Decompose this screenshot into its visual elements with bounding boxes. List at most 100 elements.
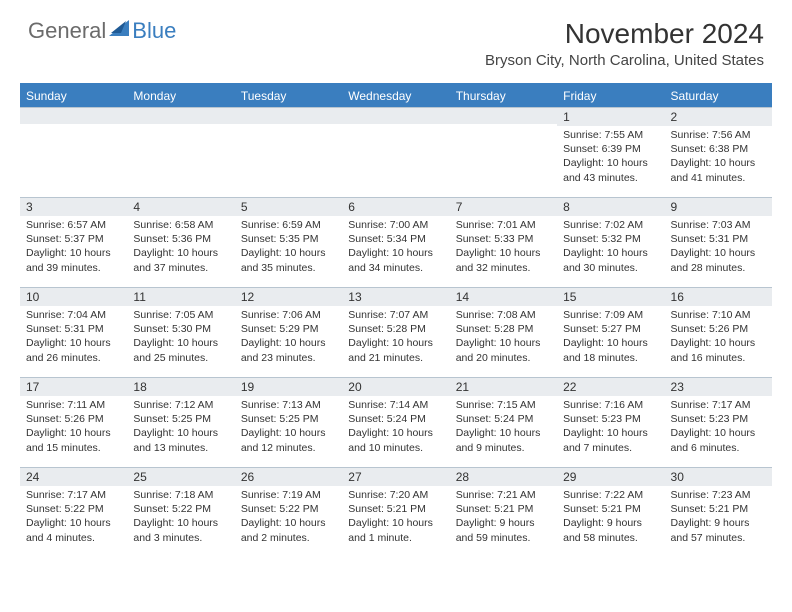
- detail-line: Sunrise: 7:16 AM: [563, 398, 658, 412]
- cell-details: [450, 124, 557, 130]
- detail-line: and 37 minutes.: [133, 261, 228, 275]
- detail-line: Sunrise: 7:02 AM: [563, 218, 658, 232]
- detail-line: Sunrise: 6:58 AM: [133, 218, 228, 232]
- detail-line: Daylight: 10 hours: [348, 336, 443, 350]
- detail-line: Sunset: 5:27 PM: [563, 322, 658, 336]
- calendar-cell: 28Sunrise: 7:21 AMSunset: 5:21 PMDayligh…: [450, 467, 557, 557]
- logo-text-general: General: [28, 18, 106, 44]
- detail-line: Sunrise: 7:19 AM: [241, 488, 336, 502]
- cell-details: Sunrise: 7:56 AMSunset: 6:38 PMDaylight:…: [665, 126, 772, 189]
- day-number: 28: [450, 467, 557, 486]
- detail-line: Daylight: 10 hours: [671, 246, 766, 260]
- detail-line: Sunset: 5:24 PM: [348, 412, 443, 426]
- detail-line: Daylight: 9 hours: [671, 516, 766, 530]
- day-number: 24: [20, 467, 127, 486]
- calendar-cell: 18 Sunrise: 7:12 AMSunset: 5:25 PMDayligh…: [127, 377, 234, 467]
- calendar-cell: 6Sunrise: 7:00 AMSunset: 5:34 PMDaylight…: [342, 197, 449, 287]
- detail-line: Daylight: 10 hours: [26, 246, 121, 260]
- detail-line: Daylight: 9 hours: [456, 516, 551, 530]
- calendar-cell: [342, 107, 449, 197]
- calendar-cell: 26Sunrise: 7:19 AMSunset: 5:22 PMDayligh…: [235, 467, 342, 557]
- detail-line: Daylight: 10 hours: [133, 426, 228, 440]
- detail-line: Sunset: 5:22 PM: [133, 502, 228, 516]
- detail-line: Sunset: 6:39 PM: [563, 142, 658, 156]
- day-number: 4: [127, 197, 234, 216]
- calendar-cell: 22Sunrise: 7:16 AMSunset: 5:23 PMDayligh…: [557, 377, 664, 467]
- detail-line: and 21 minutes.: [348, 351, 443, 365]
- detail-line: and 34 minutes.: [348, 261, 443, 275]
- calendar-cell: 27Sunrise: 7:20 AMSunset: 5:21 PMDayligh…: [342, 467, 449, 557]
- detail-line: Daylight: 9 hours: [563, 516, 658, 530]
- calendar-week-row: 1Sunrise: 7:55 AMSunset: 6:39 PMDaylight…: [20, 107, 772, 197]
- day-header: Friday: [557, 84, 664, 107]
- detail-line: Sunrise: 7:04 AM: [26, 308, 121, 322]
- header: General Blue November 2024 Bryson City, …: [0, 0, 792, 77]
- cell-details: Sunrise: 7:08 AMSunset: 5:28 PMDaylight:…: [450, 306, 557, 369]
- day-number: 7: [450, 197, 557, 216]
- detail-line: Sunrise: 7:18 AM: [133, 488, 228, 502]
- detail-line: Daylight: 10 hours: [456, 336, 551, 350]
- day-number: 14: [450, 287, 557, 306]
- detail-line: Sunset: 5:34 PM: [348, 232, 443, 246]
- day-header: Tuesday: [235, 84, 342, 107]
- detail-line: and 39 minutes.: [26, 261, 121, 275]
- detail-line: and 1 minute.: [348, 531, 443, 545]
- cell-details: Sunrise: 7:14 AMSunset: 5:24 PMDaylight:…: [342, 396, 449, 459]
- calendar-cell: 25Sunrise: 7:18 AMSunset: 5:22 PMDayligh…: [127, 467, 234, 557]
- day-number: 27: [342, 467, 449, 486]
- detail-line: and 18 minutes.: [563, 351, 658, 365]
- day-number: 9: [665, 197, 772, 216]
- detail-line: Sunset: 5:25 PM: [133, 412, 228, 426]
- cell-details: Sunrise: 7:01 AMSunset: 5:33 PMDaylight:…: [450, 216, 557, 279]
- day-header: Saturday: [665, 84, 772, 107]
- cell-details: Sunrise: 7:21 AMSunset: 5:21 PMDaylight:…: [450, 486, 557, 549]
- detail-line: Sunset: 5:21 PM: [671, 502, 766, 516]
- cell-details: Sunrise: 7:23 AMSunset: 5:21 PMDaylight:…: [665, 486, 772, 549]
- detail-line: Sunrise: 7:22 AM: [563, 488, 658, 502]
- detail-line: Sunset: 5:37 PM: [26, 232, 121, 246]
- detail-line: and 6 minutes.: [671, 441, 766, 455]
- detail-line: Sunrise: 7:11 AM: [26, 398, 121, 412]
- detail-line: Sunset: 5:21 PM: [456, 502, 551, 516]
- detail-line: Daylight: 10 hours: [133, 516, 228, 530]
- detail-line: Daylight: 10 hours: [563, 336, 658, 350]
- day-number: 16: [665, 287, 772, 306]
- cell-details: Sunrise: 7:10 AMSunset: 5:26 PMDaylight:…: [665, 306, 772, 369]
- location: Bryson City, North Carolina, United Stat…: [485, 52, 764, 69]
- day-number: [127, 107, 234, 124]
- cell-details: Sunrise: 7:17 AMSunset: 5:22 PMDaylight:…: [20, 486, 127, 549]
- day-number: 26: [235, 467, 342, 486]
- cell-details: Sunrise: 6:59 AMSunset: 5:35 PMDaylight:…: [235, 216, 342, 279]
- detail-line: and 59 minutes.: [456, 531, 551, 545]
- day-number: 18: [127, 377, 234, 396]
- detail-line: Daylight: 10 hours: [241, 426, 336, 440]
- detail-line: Sunrise: 7:15 AM: [456, 398, 551, 412]
- calendar-week-row: 17Sunrise: 7:11 AMSunset: 5:26 PMDayligh…: [20, 377, 772, 467]
- detail-line: Sunset: 5:29 PM: [241, 322, 336, 336]
- calendar-cell: 9Sunrise: 7:03 AMSunset: 5:31 PMDaylight…: [665, 197, 772, 287]
- detail-line: Daylight: 10 hours: [348, 426, 443, 440]
- cell-details: Sunrise: 7:55 AMSunset: 6:39 PMDaylight:…: [557, 126, 664, 189]
- day-header: Sunday: [20, 84, 127, 107]
- cell-details: Sunrise: 7:19 AMSunset: 5:22 PMDaylight:…: [235, 486, 342, 549]
- calendar-cell: 1Sunrise: 7:55 AMSunset: 6:39 PMDaylight…: [557, 107, 664, 197]
- calendar-cell: 19Sunrise: 7:13 AMSunset: 5:25 PMDayligh…: [235, 377, 342, 467]
- detail-line: Sunrise: 7:07 AM: [348, 308, 443, 322]
- detail-line: Sunrise: 7:55 AM: [563, 128, 658, 142]
- cell-details: Sunrise: 7:22 AMSunset: 5:21 PMDaylight:…: [557, 486, 664, 549]
- detail-line: Sunrise: 7:12 AM: [133, 398, 228, 412]
- detail-line: Sunrise: 7:21 AM: [456, 488, 551, 502]
- detail-line: and 9 minutes.: [456, 441, 551, 455]
- detail-line: Sunset: 5:31 PM: [671, 232, 766, 246]
- calendar-cell: 16Sunrise: 7:10 AMSunset: 5:26 PMDayligh…: [665, 287, 772, 377]
- detail-line: Daylight: 10 hours: [241, 336, 336, 350]
- detail-line: Daylight: 10 hours: [563, 426, 658, 440]
- calendar-cell: [20, 107, 127, 197]
- cell-details: Sunrise: 7:05 AMSunset: 5:30 PMDaylight:…: [127, 306, 234, 369]
- calendar-week-row: 3Sunrise: 6:57 AMSunset: 5:37 PMDaylight…: [20, 197, 772, 287]
- detail-line: Sunrise: 7:13 AM: [241, 398, 336, 412]
- detail-line: Sunset: 5:35 PM: [241, 232, 336, 246]
- calendar-cell: 15Sunrise: 7:09 AMSunset: 5:27 PMDayligh…: [557, 287, 664, 377]
- day-header-row: Sunday Monday Tuesday Wednesday Thursday…: [20, 84, 772, 107]
- detail-line: Sunset: 5:31 PM: [26, 322, 121, 336]
